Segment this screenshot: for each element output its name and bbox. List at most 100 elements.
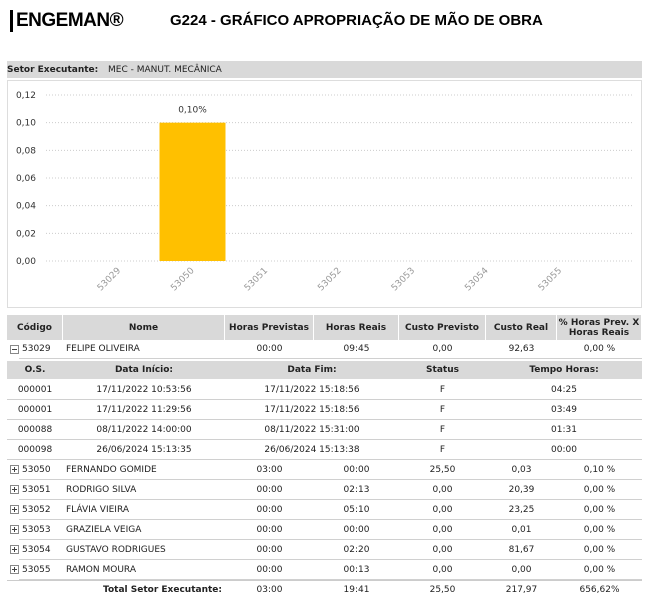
y-tick-label: 0,12	[16, 91, 36, 101]
detail-header: O.S.	[7, 361, 63, 379]
detail-cell: 17/11/2022 11:29:56	[63, 400, 225, 420]
y-tick-label: 0,04	[16, 202, 36, 212]
x-tick-label: 53051	[243, 266, 270, 293]
row-cell: 03:00	[225, 460, 314, 480]
row-cell: GUSTAVO RODRIGUES	[63, 540, 225, 560]
sector-value: MEC - MANUT. MECÂNICA	[108, 64, 222, 75]
detail-cell: 000098	[7, 440, 63, 460]
x-tick-label: 53029	[96, 266, 124, 294]
x-tick-label: 53050	[169, 266, 197, 294]
row-code: 53029	[19, 340, 63, 359]
row-code: 53053	[19, 520, 63, 540]
row-cell: 00:00	[225, 480, 314, 500]
detail-cell: F	[399, 420, 486, 440]
column-header: Horas Reais	[314, 315, 399, 340]
expand-icon[interactable]	[10, 485, 19, 494]
row-cell: RODRIGO SILVA	[63, 480, 225, 500]
y-tick-label: 0,02	[16, 229, 36, 239]
row-cell: 0,00 %	[557, 480, 642, 500]
bar	[159, 122, 226, 261]
column-header: Custo Real	[486, 315, 557, 340]
detail-cell: F	[399, 400, 486, 420]
chart: 0,00 0,02 0,04 0,06 0,08 0,10 0,12 53029 0,10% 53…	[7, 80, 642, 308]
row-cell: 0,00	[399, 340, 486, 359]
row-cell: 0,00	[399, 540, 486, 560]
row-cell: 23,25	[486, 500, 557, 520]
detail-cell: 01:31	[486, 420, 642, 440]
row-cell: 02:20	[314, 540, 399, 560]
row-cell: 20,39	[486, 480, 557, 500]
total-cell: 656,62%	[557, 580, 642, 598]
row-cell: 09:45	[314, 340, 399, 359]
detail-cell: 000001	[7, 380, 63, 400]
expand-icon[interactable]	[10, 505, 19, 514]
column-header: Nome	[63, 315, 225, 340]
total-cell: 03:00	[225, 580, 314, 598]
sector-bar	[7, 61, 642, 78]
icon-sign	[14, 487, 15, 492]
icon-sign	[14, 527, 15, 532]
report-title: G224 - GRÁFICO APROPRIAÇÃO DE MÃO DE OBR…	[170, 12, 543, 29]
row-cell: 0,10 %	[557, 460, 642, 480]
row-code: 53052	[19, 500, 63, 520]
x-tick-label: 53055	[537, 266, 564, 293]
detail-cell: 17/11/2022 15:18:56	[225, 380, 399, 400]
column-header: Código	[7, 315, 63, 340]
row-cell: 00:13	[314, 560, 399, 580]
x-tick-label: 53052	[316, 266, 343, 293]
total-cell: 19:41	[314, 580, 399, 598]
detail-cell: 000001	[7, 400, 63, 420]
expand-icon[interactable]	[10, 565, 19, 574]
row-cell: 00:00	[314, 460, 399, 480]
expand-icon[interactable]	[10, 345, 19, 354]
row-cell: 0,00	[399, 500, 486, 520]
row-cell: 0,00 %	[557, 560, 642, 580]
row-cell: 81,67	[486, 540, 557, 560]
row-cell: 00:00	[225, 500, 314, 520]
row-cell: 0,00	[486, 560, 557, 580]
total-cell: 217,97	[486, 580, 557, 598]
row-cell: FELIPE OLIVEIRA	[63, 340, 225, 359]
y-tick-label: 0,08	[16, 146, 36, 156]
expand-icon[interactable]	[10, 465, 19, 474]
column-header: % Horas Prev. X Horas Reais	[557, 315, 642, 340]
y-tick-label: 0,10	[16, 119, 36, 129]
detail-header: Status	[399, 361, 486, 379]
detail-cell: F	[399, 440, 486, 460]
row-code: 53054	[19, 540, 63, 560]
row-cell: FERNANDO GOMIDE	[63, 460, 225, 480]
column-header: Horas Previstas	[225, 315, 314, 340]
row-code: 53050	[19, 460, 63, 480]
expand-icon[interactable]	[10, 545, 19, 554]
row-cell: 0,00 %	[557, 520, 642, 540]
y-tick-label: 0,00	[16, 257, 36, 267]
row-cell: 05:10	[314, 500, 399, 520]
expand-icon[interactable]	[10, 525, 19, 534]
detail-cell: 00:00	[486, 440, 642, 460]
x-tick-label: 53054	[463, 266, 491, 294]
detail-cell: 26/06/2024 15:13:35	[63, 440, 225, 460]
detail-cell: 17/11/2022 10:53:56	[63, 380, 225, 400]
row-cell: 00:00	[225, 340, 314, 359]
detail-cell: 17/11/2022 15:18:56	[225, 400, 399, 420]
row-cell: 00:00	[225, 560, 314, 580]
detail-cell: 08/11/2022 15:31:00	[225, 420, 399, 440]
y-tick-label: 0,06	[16, 174, 36, 184]
row-cell: RAMON MOURA	[63, 560, 225, 580]
x-tick-label: 53053	[390, 266, 417, 293]
icon-sign	[14, 567, 15, 572]
row-cell: 00:00	[314, 520, 399, 540]
icon-sign	[14, 467, 15, 472]
detail-cell: 08/11/2022 14:00:00	[63, 420, 225, 440]
detail-cell: 26/06/2024 15:13:38	[225, 440, 399, 460]
detail-cell: 000088	[7, 420, 63, 440]
row-cell: 0,00 %	[557, 540, 642, 560]
column-header: Custo Previsto	[399, 315, 486, 340]
row-cell: 00:00	[225, 540, 314, 560]
detail-header: Data Início:	[63, 361, 225, 379]
row-cell: 0,00	[399, 520, 486, 540]
row-code: 53051	[19, 480, 63, 500]
row-cell: 0,01	[486, 520, 557, 540]
sector-label: Setor Executante:	[7, 64, 99, 75]
